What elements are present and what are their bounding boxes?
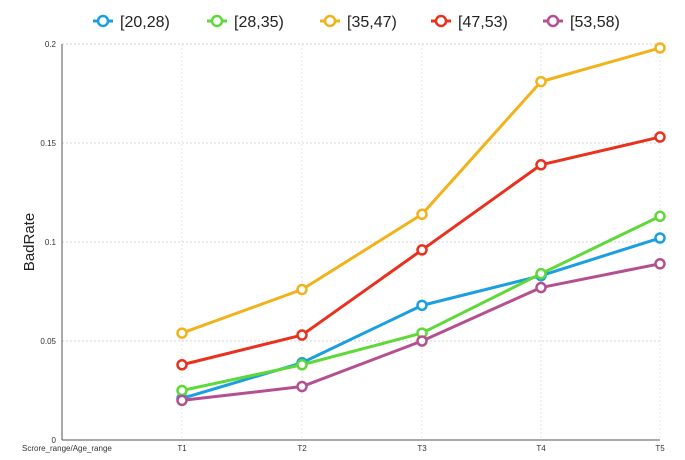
legend-item: [35,47) xyxy=(320,14,397,31)
legend-item: [47,53) xyxy=(431,14,508,31)
data-point xyxy=(416,335,428,347)
data-point xyxy=(654,42,666,54)
x-tick-label: T3 xyxy=(417,444,427,453)
legend-label: [35,47) xyxy=(347,14,397,31)
x-tick-label: T4 xyxy=(536,444,546,453)
series-line xyxy=(181,46,661,335)
data-point xyxy=(416,208,428,221)
legend-label: [53,58) xyxy=(570,14,620,31)
legend: [20,28) [28,35) [35,47) [47,53) [53,58) xyxy=(93,14,620,31)
data-point xyxy=(176,394,188,407)
legend-label: [47,53) xyxy=(458,14,508,31)
data-point xyxy=(296,359,308,371)
data-point xyxy=(176,359,188,371)
data-point xyxy=(416,299,428,312)
data-point xyxy=(654,258,666,270)
gridlines xyxy=(62,43,661,440)
legend-item: [53,58) xyxy=(543,14,620,31)
data-point xyxy=(654,232,666,244)
x-axis-ticks: T1 T2 T3 T4 T5 xyxy=(177,444,665,453)
data-point xyxy=(654,131,666,143)
data-point xyxy=(416,244,428,256)
x-axis-title: Scrore_range/Age_range xyxy=(22,444,112,453)
x-tick-label: T2 xyxy=(297,444,307,453)
legend-swatch-marker xyxy=(210,14,224,28)
data-point xyxy=(296,329,308,341)
series-4 xyxy=(176,131,666,371)
data-point xyxy=(535,159,547,171)
x-tick-label: T1 xyxy=(177,444,187,453)
legend-swatch-marker xyxy=(434,14,448,28)
data-point xyxy=(296,380,308,393)
data-point xyxy=(654,210,666,223)
data-point xyxy=(535,75,547,88)
data-point xyxy=(296,283,308,296)
legend-item: [20,28) xyxy=(93,14,170,31)
legend-swatch-marker xyxy=(96,14,110,28)
data-point xyxy=(176,327,188,339)
legend-label: [28,35) xyxy=(234,14,284,31)
data-point xyxy=(535,281,547,294)
data-point xyxy=(535,267,547,280)
y-axis-title: BadRate xyxy=(21,213,38,271)
series-1 xyxy=(176,232,666,405)
x-tick-label: T5 xyxy=(655,444,665,453)
series-layer xyxy=(176,42,666,407)
legend-item: [28,35) xyxy=(207,14,284,31)
y-tick-label: 0.2 xyxy=(45,40,57,49)
y-tick-label: 0.05 xyxy=(40,337,56,346)
axes xyxy=(61,44,660,441)
y-tick-label: 0.1 xyxy=(45,238,57,247)
legend-swatch-marker xyxy=(546,14,560,28)
legend-swatch-marker xyxy=(323,14,337,28)
series-5 xyxy=(176,258,666,407)
data-point xyxy=(176,384,188,397)
legend-label: [20,28) xyxy=(120,14,170,31)
y-tick-label: 0.15 xyxy=(40,139,56,148)
y-axis-ticks: 0 0.05 0.1 0.15 0.2 xyxy=(40,40,56,445)
y-tick-label: 0 xyxy=(52,436,57,445)
series-3 xyxy=(176,42,666,339)
